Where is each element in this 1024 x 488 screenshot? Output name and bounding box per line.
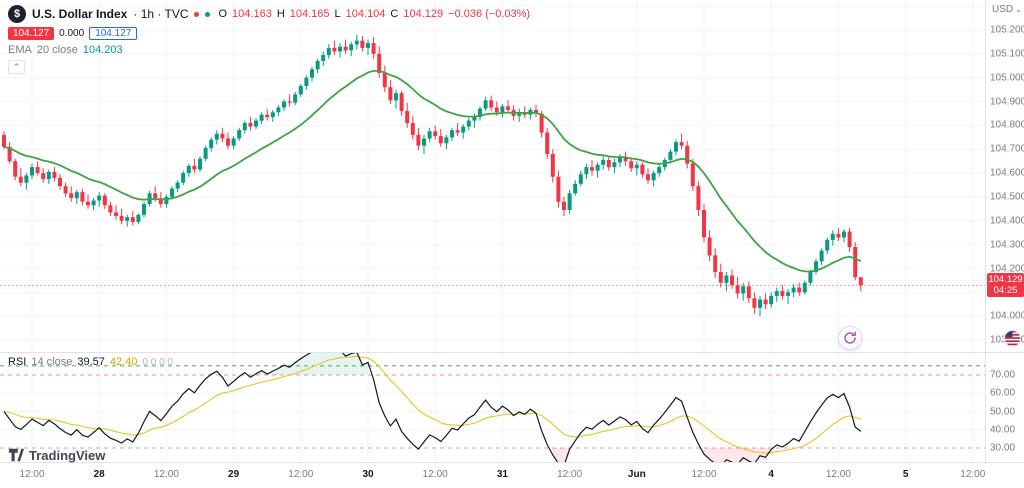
last-price-badge: 104.129 04:25 <box>987 273 1024 298</box>
open-value: 104.163 <box>232 8 272 20</box>
rsi-line[interactable] <box>3 352 862 462</box>
tradingview-logo[interactable]: TradingView <box>8 447 105 463</box>
low-value: 104.104 <box>345 8 386 20</box>
pane-separator[interactable] <box>0 352 1024 353</box>
price-axis-label: 105.000 <box>990 72 1024 84</box>
ema-params: 20 close <box>36 44 78 56</box>
price-axis-label: 104.400 <box>990 215 1024 227</box>
legend-block: $ U.S. Dollar Index · 1h · TVC O 104.163 … <box>8 5 530 74</box>
price-axis-label: 104.700 <box>990 143 1024 155</box>
rsi-params: 14 close <box>31 356 73 368</box>
collapse-legend-button[interactable]: ⌃ <box>8 60 25 74</box>
rsi-axis-label: 30.00 <box>990 442 1016 454</box>
time-axis-label: 30 <box>362 469 374 480</box>
alert-price-badge-blue[interactable]: 104.127 <box>89 27 138 40</box>
alert-price-badge-red[interactable]: 104.127 <box>8 27 55 40</box>
price-axis-label: 104.000 <box>990 310 1024 322</box>
candlestick-series <box>2 34 863 317</box>
price-axis-label: 104.900 <box>990 96 1024 107</box>
economic-event-button[interactable] <box>1004 330 1021 347</box>
open-label: O <box>218 8 228 20</box>
rsi-ma-line[interactable] <box>3 355 861 454</box>
time-axis-label: 28 <box>93 469 105 480</box>
main-price-pane[interactable] <box>0 0 985 352</box>
rsi-axis-label: 60.00 <box>990 387 1016 399</box>
rsi-legend[interactable]: RSI 14 close 39.57 42.40 0 0 0 0 <box>8 356 173 368</box>
time-axis-label: 12:00 <box>288 469 314 480</box>
ema-legend[interactable]: EMA 20 close 104.203 <box>8 44 530 56</box>
time-axis-label: 12:00 <box>825 469 851 480</box>
time-axis-label: 12:00 <box>422 469 448 480</box>
rsi-axis-label: 70.00 <box>990 369 1016 381</box>
ohlc-readout: O 104.163 H 104.165 L 104.104 C 104.129 −0.0… <box>218 8 530 20</box>
rsi-extra-values: 0 0 0 0 <box>142 356 173 368</box>
time-axis-label: 5 <box>902 469 909 480</box>
time-axis-label: 31 <box>496 469 508 480</box>
currency-selector[interactable]: USD ⌄ <box>992 4 1022 15</box>
tradingview-logo-text: TradingView <box>29 447 106 463</box>
time-axis-label: 29 <box>228 469 240 480</box>
oversold-fill <box>552 448 570 462</box>
symbol-logo-icon: $ <box>8 5 26 23</box>
price-axis-label: 104.500 <box>990 191 1024 203</box>
oversold-fill <box>704 448 772 462</box>
price-alert-row: 104.127 0.000 104.127 <box>8 27 530 40</box>
price-axis-label: 104.600 <box>990 167 1024 179</box>
time-axis-label: 12:00 <box>557 469 583 480</box>
bar-countdown: 04:25 <box>993 285 1018 297</box>
symbol-meta[interactable]: · 1h · TVC <box>133 7 189 21</box>
rsi-pane[interactable] <box>0 352 985 462</box>
rsi-name: RSI <box>8 356 27 368</box>
tradingview-logo-icon <box>8 448 24 462</box>
time-axis-label: 12:00 <box>153 469 179 480</box>
price-axis-label: 105.200 <box>990 24 1024 36</box>
close-value: 104.129 <box>403 8 444 20</box>
symbol-title[interactable]: U.S. Dollar Index <box>32 7 128 21</box>
time-axis-label: 4 <box>768 469 774 480</box>
time-axis-label: 12:00 <box>960 469 986 480</box>
chevron-up-icon: ⌃ <box>12 61 21 72</box>
price-axis[interactable]: USD ⌄ 104.129 04:25 105.200 105.100 105.00… <box>985 0 1024 462</box>
ema-name: EMA <box>8 44 32 56</box>
currency-label: USD <box>992 4 1014 15</box>
high-label: H <box>276 8 285 20</box>
price-axis-label: 104.200 <box>990 263 1024 274</box>
high-value: 104.165 <box>289 8 330 20</box>
us-flag-icon <box>1004 330 1021 347</box>
last-price-value: 104.129 <box>988 274 1023 286</box>
low-label: L <box>334 8 341 20</box>
rsi-ma-value: 42.40 <box>109 356 138 368</box>
time-axis[interactable]: 12:00 28 12:00 29 12:00 30 12:00 31 12:00 Jun 12:0… <box>0 462 1024 488</box>
close-label: C <box>390 8 399 20</box>
change-value: −0.036 (−0.03%) <box>448 8 531 20</box>
symbol-legend[interactable]: $ U.S. Dollar Index · 1h · TVC O 104.163 … <box>8 5 530 23</box>
rsi-value: 39.57 <box>77 356 105 368</box>
price-axis-label: 105.100 <box>990 48 1024 60</box>
quick-action-button[interactable] <box>838 326 862 350</box>
ema-value: 104.203 <box>82 44 123 56</box>
red-dot-icon <box>194 11 200 17</box>
chevron-down-icon: ⌄ <box>1015 4 1022 14</box>
ema-line[interactable] <box>3 69 862 273</box>
green-dot-icon <box>205 11 211 17</box>
time-axis-label: 12:00 <box>691 469 717 480</box>
circular-arrows-icon <box>844 331 856 344</box>
time-axis-label: 12:00 <box>19 469 45 480</box>
time-axis-label: Jun <box>627 469 646 480</box>
rsi-axis-label: 40.00 <box>990 424 1016 436</box>
price-axis-label: 104.800 <box>990 119 1024 131</box>
rsi-axis-label: 50.00 <box>990 406 1016 417</box>
price-axis-label: 104.300 <box>990 239 1024 251</box>
alert-diff-value: 0.000 <box>59 28 85 39</box>
